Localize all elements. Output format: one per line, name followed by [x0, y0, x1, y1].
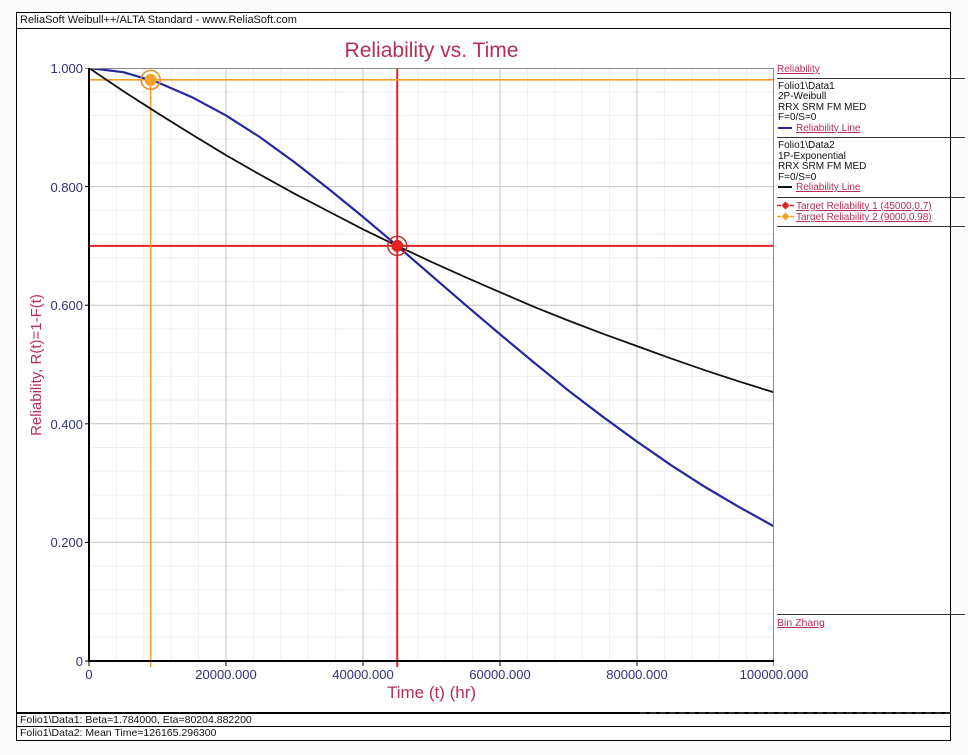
legend-entry-line: 2P-Weibull — [778, 91, 827, 102]
y-tick-label: 0.200 — [50, 535, 83, 551]
x-tick-label: 100000.000 — [739, 667, 809, 682]
y-tick-label: 0.600 — [50, 298, 83, 314]
legend-entries: Folio1\Data1 2P-Weibull RRX SRM FM MED F=0/… — [777, 81, 965, 198]
legend-entry[interactable]: Folio1\Data1 2P-Weibull RRX SRM FM MED F=0/… — [777, 80, 965, 138]
signature-name: Bin Zhang — [777, 617, 825, 629]
legend-line-label: Reliability Line — [796, 182, 861, 193]
legend-targets: Target Reliability 1 (45000,0.7) Target R… — [777, 200, 965, 227]
target-marker-dot[interactable] — [144, 73, 157, 86]
y-tick-label: 0.400 — [50, 416, 83, 432]
x-tick-label: 60000.000 — [469, 667, 531, 682]
legend-line-row[interactable]: Reliability Line — [778, 182, 965, 194]
target-diamond-icon — [777, 212, 794, 221]
chart-title: Reliability vs. Time — [344, 39, 519, 62]
x-axis-title: Time (t) (hr) — [386, 683, 477, 702]
reliability-curve-weibull[interactable] — [88, 68, 774, 528]
legend-entry[interactable]: Folio1\Data2 1P-Exponential RRX SRM FM MED… — [777, 140, 965, 198]
target-diamond-icon — [777, 201, 794, 209]
legend-line-row[interactable]: Reliability Line — [778, 122, 965, 135]
signature-block: Bin Zhang — [777, 614, 965, 629]
legend-panel: Reliability Folio1\Data1 2P-Weibull RRX SR… — [777, 64, 965, 227]
legend-target-row[interactable]: Target Reliability 2 (9000,0.98) — [777, 212, 965, 224]
x-tick-label: 80000.000 — [606, 667, 668, 682]
legend-entry-line: RRX SRM FM MED — [778, 101, 867, 113]
results-footer: Folio1\Data1: Beta=1.784000, Eta=80204.8… — [16, 713, 951, 741]
line-swatch-icon — [778, 126, 792, 129]
footer-result-data2: Folio1\Data2: Mean Time=126165.296300 — [20, 727, 217, 739]
target-marker-ring[interactable] — [140, 69, 161, 91]
y-tick-label: 0.800 — [50, 179, 83, 195]
reliability-curve-exponential[interactable] — [88, 68, 774, 394]
watermark-redacted-line — [640, 712, 951, 714]
y-tick-label: 0 — [75, 654, 83, 669]
titlebar: ReliaSoft Weibull++/ALTA Standard - www.… — [16, 12, 951, 29]
legend-target-label: Target Reliability 2 (9000,0.98) — [796, 212, 932, 223]
plot-canvas[interactable] — [81, 68, 774, 669]
legend-entry-line: 1P-Exponential — [778, 150, 846, 162]
legend-entry-line: RRX SRM FM MED — [778, 161, 867, 172]
x-tick-label: 0 — [85, 667, 93, 682]
x-tick-label: 20000.000 — [195, 667, 257, 682]
plot-sheet: Reliability vs. Time 1.000 0.800 0.600 0.40… — [16, 28, 965, 713]
legend-target-row[interactable]: Target Reliability 1 (45000,0.7) — [777, 201, 965, 213]
app-window: ReliaSoft Weibull++/ALTA Standard - www.… — [16, 12, 965, 741]
line-swatch-icon — [778, 186, 792, 188]
legend-entry-line: F=0/S=0 — [778, 112, 817, 123]
y-tick-label: 1.000 — [50, 61, 83, 76]
footer-result-data1: Folio1\Data1: Beta=1.784000, Eta=80204.8… — [17, 714, 950, 727]
y-axis-title: Reliability, R(t)=1-F(t) — [28, 294, 45, 436]
legend-entry-line: Folio1\Data1 — [778, 80, 835, 92]
target-marker-ring[interactable] — [387, 235, 408, 257]
legend-line-label: Reliability Line — [796, 122, 861, 134]
legend-entry-line: F=0/S=0 — [778, 171, 817, 183]
x-tick-label: 40000.000 — [332, 667, 394, 682]
titlebar-text: ReliaSoft Weibull++/ALTA Standard - www.… — [20, 14, 297, 26]
legend-target-label: Target Reliability 1 (45000,0.7) — [796, 200, 932, 212]
legend-header: Reliability — [777, 64, 965, 79]
legend-entry-line: Folio1\Data2 — [778, 140, 835, 151]
target-marker-dot[interactable] — [391, 239, 404, 252]
